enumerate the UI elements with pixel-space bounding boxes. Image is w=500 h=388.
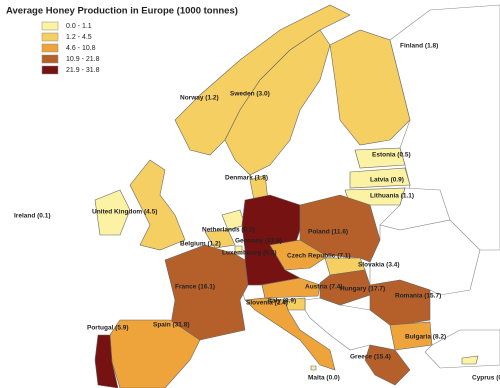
country-label: Malta (0.0) [308, 375, 340, 382]
country-label: Latvia (0.9) [370, 177, 404, 184]
country [204, 229, 236, 249]
country [461, 355, 479, 365]
country-label: Luxembourg (0.2) [222, 250, 277, 257]
turkey [424, 329, 500, 369]
legend-label: 1.2 - 4.5 [66, 34, 92, 41]
country-label: Bulgaria (8.2) [405, 334, 446, 341]
country-label: Poland (11.6) [308, 229, 348, 236]
country-label: Slovakia (3.4) [358, 262, 400, 269]
country-label: Finland (1.8) [400, 43, 438, 50]
country-label: Norway (1.2) [180, 95, 219, 102]
country [389, 321, 433, 351]
country [354, 147, 406, 169]
country-label: Germany (22.9) [235, 238, 282, 245]
legend-label: 21.9 - 31.8 [66, 67, 100, 74]
country-label: Italy (8.9) [268, 298, 296, 305]
country [94, 334, 119, 388]
country [329, 29, 411, 146]
country-label: Belgium (1.2) [180, 241, 221, 248]
legend-swatch [41, 65, 59, 75]
country-label: Sweden (3.0) [230, 91, 270, 98]
legend-swatch [41, 32, 59, 42]
country [364, 344, 411, 386]
legend-swatch [41, 43, 59, 53]
country [310, 365, 317, 371]
country-label: Ireland (0.1) [14, 213, 50, 220]
country [129, 159, 186, 251]
map-title: Average Honey Production in Europe (1000… [6, 6, 238, 17]
countries [94, 4, 479, 388]
country-label: France (16.1) [175, 284, 215, 291]
country [261, 277, 321, 299]
country-label: United Kingdom (4.5) [92, 209, 157, 216]
country-label: Austria (7.4) [305, 284, 343, 291]
country [349, 167, 411, 189]
legend-swatch [41, 54, 59, 64]
country-label: Lithuania (1.1) [370, 193, 414, 200]
country-label: Denmark (1.8) [225, 175, 268, 182]
country-label: Slovenia (2.4) [246, 300, 288, 307]
country-label: Spain (31.8) [153, 322, 189, 329]
legend-label: 4.6 - 10.8 [66, 45, 96, 52]
country-label: Greece (15.4) [350, 354, 391, 361]
country-label: Netherlands (0.1) [202, 227, 255, 234]
country [94, 189, 131, 236]
country-label: Cyprus (0.7) [472, 375, 500, 382]
country-label: Estonia (0.5) [372, 152, 411, 159]
country-label: Romania (15.7) [395, 293, 441, 300]
legend-label: 10.9 - 21.8 [66, 56, 100, 63]
country-labels: Ireland (0.1) United Kingdom (4.5) Norway … [14, 43, 500, 382]
legend-swatch [41, 21, 59, 31]
country [234, 245, 243, 255]
legend: 0.0 - 1.1 1.2 - 4.5 4.6 - 10.8 10.9 - 21.8 2… [41, 21, 100, 75]
background-land [239, 4, 500, 369]
country [369, 279, 431, 326]
country-label: Czech Republic (7.1) [287, 253, 351, 260]
legend-label: 0.0 - 1.1 [66, 23, 92, 30]
country-label: Portugal (5.9) [87, 325, 129, 332]
country-label: Hungary (17.7) [340, 286, 385, 293]
country [244, 297, 336, 371]
country [224, 29, 331, 176]
